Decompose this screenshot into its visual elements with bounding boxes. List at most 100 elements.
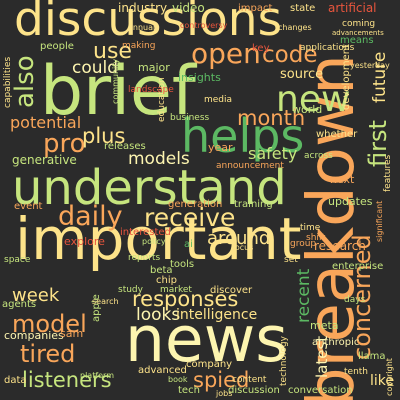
word-study: study <box>118 285 143 295</box>
word-set: set <box>284 255 298 265</box>
word-spied: spied <box>193 368 250 392</box>
word-space: space <box>4 255 31 265</box>
word-interested: interested <box>120 227 171 238</box>
word-looks: looks <box>136 305 181 325</box>
word-also: also <box>10 55 40 108</box>
word-code: code <box>262 42 318 68</box>
word-whether: whether <box>316 129 358 140</box>
word-world: world <box>292 103 323 116</box>
word-anthropic: anthropic <box>312 337 360 348</box>
word-use: use <box>93 39 132 64</box>
word-like: like <box>370 373 395 389</box>
word-key: key <box>252 43 270 54</box>
word-significant: significant <box>375 200 384 242</box>
word-understand: understand <box>12 160 287 216</box>
word-models: models <box>128 149 190 169</box>
word-year: year <box>208 141 233 154</box>
word-controversy: controversy <box>180 21 228 30</box>
word-ai: ai <box>184 239 193 250</box>
word-changes: changes <box>278 23 312 32</box>
word-future: future <box>370 51 390 103</box>
word-enterprise: enterprise <box>332 261 384 272</box>
word-insights: insights <box>178 71 221 84</box>
word-meta: meta <box>310 319 339 332</box>
word-landscape: landscape <box>128 85 174 95</box>
word-potential: potential <box>10 113 82 132</box>
word-event: event <box>14 201 43 212</box>
word-listeners: listeners <box>22 368 112 392</box>
word-annual: annual <box>128 23 156 32</box>
word-month: month <box>237 106 306 130</box>
word-companies: companies <box>4 329 64 342</box>
word-safety: safety <box>248 144 298 163</box>
word-announcement: announcement <box>216 161 284 171</box>
word-recent: recent <box>294 268 314 323</box>
word-business: business <box>170 113 210 123</box>
word-artificial: artificial <box>328 1 377 15</box>
word-applications: applications <box>300 43 355 53</box>
word-reports: reports <box>128 253 161 263</box>
word-development: development <box>341 44 352 110</box>
word-could: could <box>72 58 119 78</box>
word-people: people <box>40 41 74 52</box>
word-video: video <box>172 1 205 15</box>
word-intelligence: intelligence <box>176 307 258 323</box>
word-means: means <box>340 35 374 46</box>
word-model: model <box>12 310 87 338</box>
word-group: group <box>290 239 317 249</box>
word-tech: tech <box>178 385 200 396</box>
word-state: state <box>290 3 316 14</box>
word-source: source <box>280 67 324 82</box>
word-focus: focus <box>232 243 254 252</box>
word-shift: shift <box>306 233 326 243</box>
word-platform: platform <box>80 371 114 380</box>
word-important: important <box>15 205 302 273</box>
word-community: community <box>111 58 120 104</box>
word-updates: updates <box>328 195 373 208</box>
word-content: content <box>232 375 267 385</box>
word-jobs: jobs <box>216 389 233 398</box>
word-advanced: advanced <box>138 365 187 376</box>
word-impact: impact <box>238 3 273 14</box>
word-research: research <box>314 239 366 253</box>
word-responses: responses <box>132 287 239 311</box>
word-company: company <box>186 359 233 370</box>
word-around: around <box>207 228 271 249</box>
word-llama: llama <box>358 351 386 362</box>
word-generative: generative <box>12 153 77 167</box>
word-news: news <box>125 303 289 376</box>
word-search: search <box>92 297 119 306</box>
word-chip: chip <box>156 275 177 286</box>
word-data: data <box>4 375 27 386</box>
word-media: media <box>204 95 233 105</box>
word-pro: pro <box>43 129 86 159</box>
word-week: week <box>12 285 60 306</box>
word-plus: plus <box>82 124 126 148</box>
word-tired: tired <box>20 340 76 368</box>
word-discussions: discussions <box>14 0 283 47</box>
word-advancements: advancements <box>332 29 384 37</box>
word-agents: agents <box>2 299 37 310</box>
word-daily: daily <box>58 201 123 232</box>
word-explore: explore <box>64 235 105 248</box>
word-major: major <box>138 61 170 74</box>
word-making: making <box>122 41 156 51</box>
word-coming: coming <box>342 19 376 29</box>
word-conversation: conversation <box>288 385 353 396</box>
word-features: features <box>383 154 393 192</box>
word-brief: brief <box>40 52 196 131</box>
word-copyright: copyright <box>385 358 394 396</box>
word-open: open <box>191 37 261 70</box>
word-tenth: tenth <box>344 367 369 377</box>
word-technology: technology <box>279 336 289 386</box>
word-tools: tools <box>170 259 195 270</box>
word-book: book <box>168 375 188 384</box>
word-discover: discover <box>210 285 253 296</box>
word-market: market <box>160 285 192 295</box>
word-industry: industry <box>118 1 168 15</box>
word-time: time <box>300 223 321 233</box>
word-training: training <box>234 199 273 210</box>
word-discussion: discussion <box>228 385 280 396</box>
word-policy: policy <box>142 237 166 246</box>
word-new: new <box>276 79 351 120</box>
